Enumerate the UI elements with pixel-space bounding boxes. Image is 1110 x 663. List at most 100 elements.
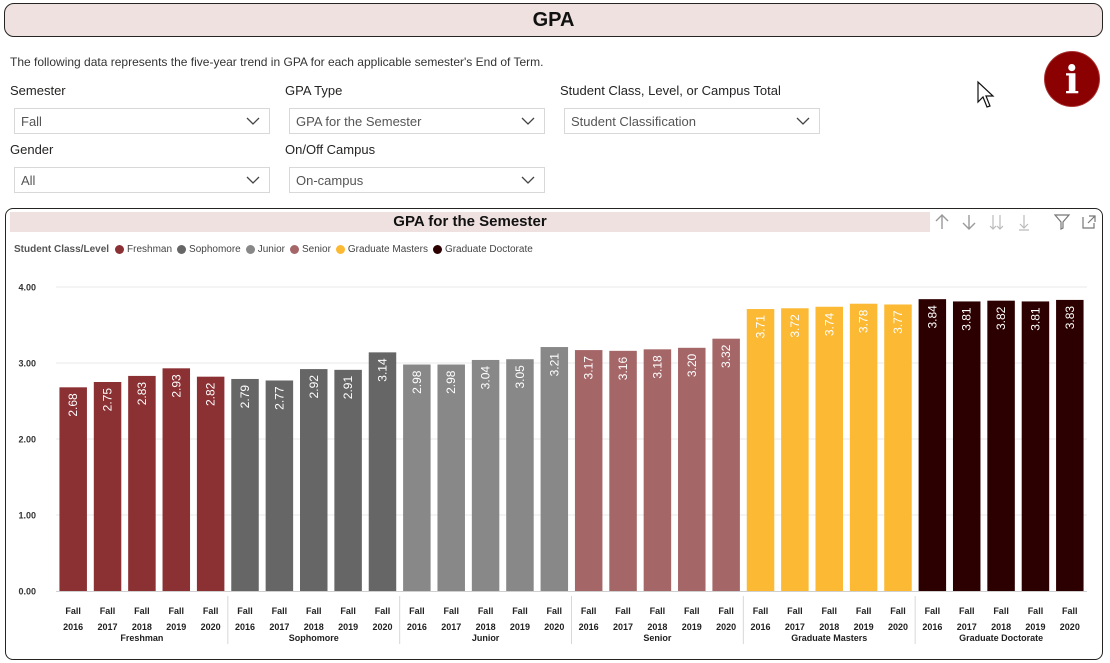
chevron-down-icon	[246, 117, 260, 125]
bar	[678, 347, 706, 591]
legend-marker	[432, 245, 442, 254]
x-tick-label: Fall	[856, 606, 872, 616]
y-tick-label: 2.00	[18, 435, 36, 445]
drill-down-icon[interactable]	[960, 212, 978, 232]
x-tick-label: 2020	[372, 622, 392, 632]
data-label: 3.78	[857, 309, 871, 333]
x-tick-label: Fall	[65, 606, 81, 616]
data-label: 3.20	[685, 353, 699, 377]
x-tick-label: Fall	[581, 606, 597, 616]
expand-all-down-icon[interactable]	[1015, 212, 1033, 232]
x-tick-label: 2019	[1025, 622, 1045, 632]
x-tick-label: Fall	[718, 606, 734, 616]
x-tick-label: Fall	[993, 606, 1009, 616]
x-tick-label: 2017	[957, 622, 977, 632]
bar	[987, 300, 1015, 591]
focus-mode-icon[interactable]	[1080, 212, 1098, 232]
group-label: Graduate Doctorate	[959, 633, 1043, 643]
gpa-type-dropdown[interactable]: GPA for the Semester	[289, 108, 545, 134]
data-label: 3.05	[513, 365, 527, 389]
x-tick-label: 2017	[785, 622, 805, 632]
legend-item[interactable]: Graduate Doctorate	[432, 244, 533, 255]
bar	[196, 376, 225, 591]
x-tick-label: 2016	[407, 622, 427, 632]
bar	[540, 347, 569, 591]
x-tick-label: Fall	[409, 606, 425, 616]
bar	[1056, 299, 1084, 591]
x-tick-label: Fall	[512, 606, 528, 616]
filter-icon[interactable]	[1053, 212, 1071, 232]
data-label: 3.82	[994, 306, 1008, 330]
x-tick-label: Fall	[925, 606, 941, 616]
bar	[849, 303, 878, 591]
expand-next-level-icon[interactable]	[987, 212, 1007, 232]
data-label: 3.17	[582, 356, 596, 380]
legend-label: Sophomore	[189, 244, 241, 255]
x-tick-label: Fall	[821, 606, 837, 616]
x-tick-label: Fall	[650, 606, 666, 616]
x-tick-label: 2018	[819, 622, 839, 632]
data-label: 3.83	[1063, 306, 1077, 330]
data-label: 2.75	[101, 388, 115, 412]
data-label: 3.14	[375, 358, 389, 382]
legend-item[interactable]: Sophomore	[177, 244, 241, 255]
bar	[59, 387, 87, 591]
x-tick-label: 2018	[476, 622, 496, 632]
mouse-cursor-icon	[977, 80, 995, 108]
legend-item[interactable]: Senior	[290, 244, 331, 255]
gpa-type-value: GPA for the Semester	[296, 113, 422, 129]
data-label: 2.82	[204, 382, 218, 406]
bar	[128, 375, 156, 591]
student-class-dropdown[interactable]: Student Classification	[564, 108, 820, 134]
x-tick-label: 2020	[716, 622, 736, 632]
bar	[403, 364, 431, 591]
gender-dropdown[interactable]: All	[14, 167, 270, 193]
x-tick-label: 2018	[132, 622, 152, 632]
data-label: 2.98	[444, 370, 458, 394]
data-label: 2.77	[272, 386, 286, 410]
legend-label: Freshman	[127, 244, 173, 255]
x-tick-label: 2020	[888, 622, 908, 632]
x-tick-label: 2018	[991, 622, 1011, 632]
data-label: 3.84	[925, 305, 939, 329]
semester-dropdown[interactable]: Fall	[14, 108, 270, 134]
x-tick-label: Fall	[340, 606, 356, 616]
bar	[609, 350, 637, 591]
x-tick-label: Fall	[306, 606, 322, 616]
y-tick-label: 3.00	[18, 359, 36, 369]
data-label: 3.16	[616, 357, 630, 381]
x-tick-label: Fall	[272, 606, 288, 616]
legend-label: Senior	[302, 244, 331, 255]
bar	[334, 369, 362, 591]
data-label: 3.21	[547, 353, 561, 377]
bar	[471, 359, 500, 591]
description-text: The following data represents the five-y…	[10, 55, 544, 69]
drill-up-icon[interactable]	[933, 212, 951, 232]
x-tick-label: 2020	[544, 622, 564, 632]
bar	[746, 309, 775, 591]
x-tick-label: Fall	[547, 606, 563, 616]
x-tick-label: Fall	[134, 606, 150, 616]
data-label: 2.68	[66, 393, 80, 417]
legend-marker	[177, 245, 187, 254]
bar	[506, 359, 534, 591]
bar	[93, 382, 122, 591]
info-button[interactable]: i	[1045, 52, 1099, 106]
campus-dropdown[interactable]: On-campus	[289, 167, 545, 193]
data-label: 3.81	[960, 307, 974, 331]
bar	[815, 306, 843, 591]
x-tick-label: Fall	[478, 606, 494, 616]
bar	[162, 368, 191, 591]
x-tick-label: Fall	[1028, 606, 1044, 616]
x-tick-label: 2018	[304, 622, 324, 632]
bar	[643, 349, 672, 591]
legend-item[interactable]: Junior	[245, 244, 285, 255]
x-tick-label: 2019	[682, 622, 702, 632]
bar	[918, 299, 947, 591]
x-tick-label: 2020	[1060, 622, 1080, 632]
legend-item[interactable]: Graduate Masters	[335, 244, 428, 255]
legend-marker	[290, 245, 299, 254]
legend-item[interactable]: Freshman	[115, 244, 172, 255]
data-label: 3.71	[754, 315, 768, 339]
student-class-label: Student Class, Level, or Campus Total	[560, 83, 781, 98]
